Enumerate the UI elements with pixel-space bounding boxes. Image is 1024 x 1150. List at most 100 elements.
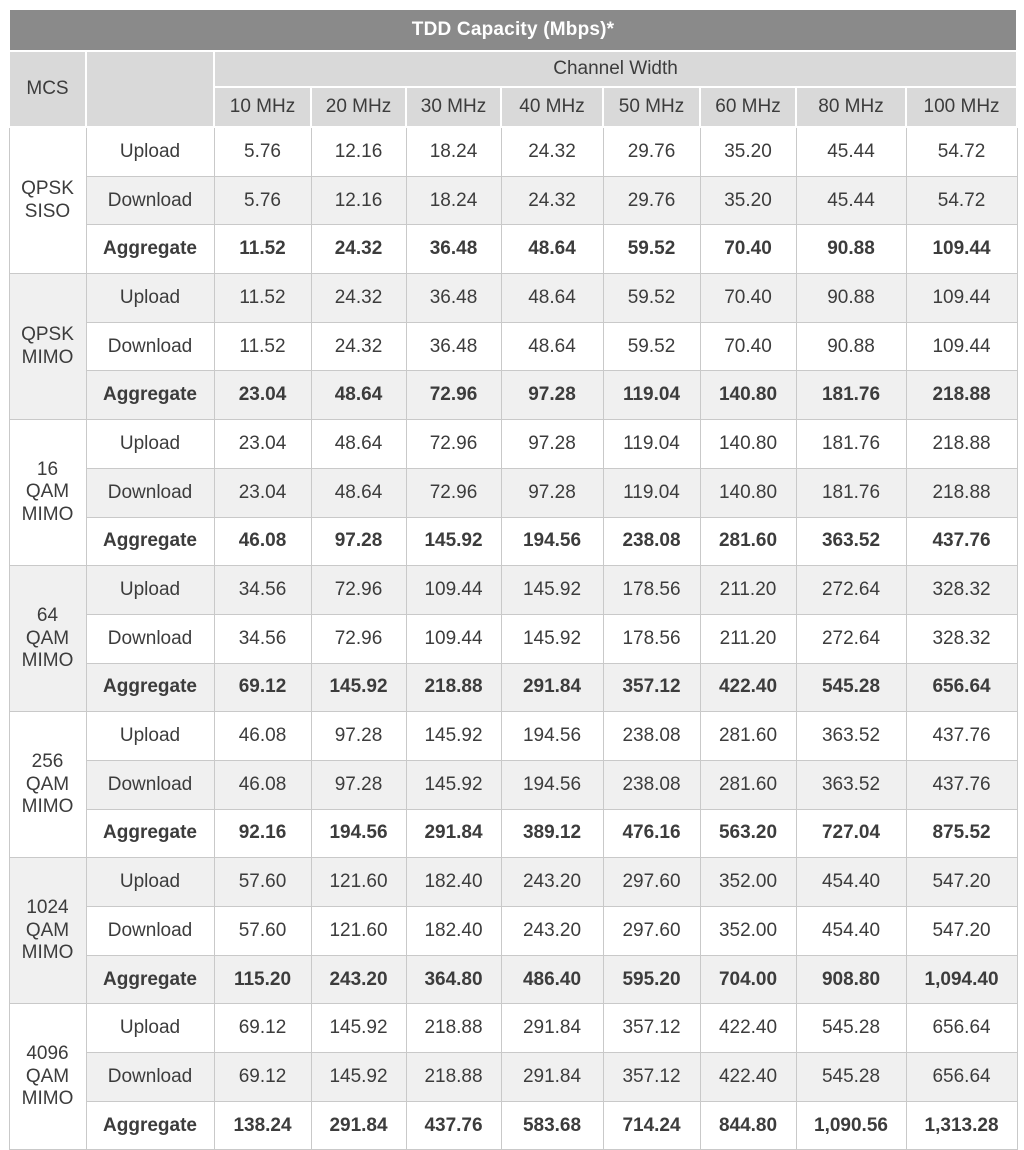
table-row: 64 QAM MIMO Upload 34.56 72.96 109.44 145.92 178… [8, 565, 1018, 713]
aggregate-value-cell: 48.64 [310, 370, 407, 421]
download-value-cell: 272.64 [795, 613, 907, 664]
mcs-label-line: 1024 [26, 897, 69, 919]
mcs-label-line: 64 [36, 605, 59, 627]
aggregate-value-cell: 92.16 [213, 808, 312, 859]
aggregate-row-label: Aggregate [85, 224, 215, 275]
aggregate-value-cell: 656.64 [905, 662, 1018, 713]
download-value-cell: 69.12 [213, 1052, 312, 1102]
upload-value-cell: 97.28 [500, 419, 604, 469]
channel-column-header: 100 MHz [904, 86, 1019, 128]
aggregate-value-cell: 97.28 [310, 516, 407, 567]
channel-column-header: 80 MHz [795, 86, 907, 128]
mcs-label-line: QAM [25, 481, 70, 503]
download-value-cell: 194.56 [500, 759, 604, 810]
upload-value-cell: 545.28 [795, 1003, 907, 1054]
upload-value-cell: 72.96 [405, 419, 502, 469]
table-row: Aggregate 23.04 48.64 72.96 97.28 119.04 140.8… [9, 370, 1018, 421]
download-value-cell: 57.60 [213, 906, 312, 956]
mcs-label-line: QAM [25, 919, 70, 941]
aggregate-value-cell: 704.00 [699, 954, 797, 1005]
mcs-label-line: MIMO [21, 503, 74, 525]
download-value-cell: 5.76 [213, 175, 312, 226]
download-row-label: Download [85, 1052, 215, 1102]
upload-value-cell: 178.56 [602, 565, 701, 615]
aggregate-value-cell: 194.56 [500, 516, 604, 567]
download-value-cell: 218.88 [405, 1052, 502, 1102]
upload-value-cell: 181.76 [795, 419, 907, 469]
aggregate-value-cell: 69.12 [213, 662, 312, 713]
download-value-cell: 36.48 [405, 321, 502, 372]
upload-row-label: Upload [85, 1003, 215, 1054]
upload-value-cell: 24.32 [310, 273, 407, 323]
aggregate-value-cell: 545.28 [795, 662, 907, 713]
table-row: 4096 QAM MIMO Upload 69.12 145.92 218.88 291.84… [8, 1003, 1018, 1150]
download-value-cell: 24.32 [500, 175, 604, 226]
upload-value-cell: 59.52 [602, 273, 701, 323]
aggregate-value-cell: 291.84 [405, 808, 502, 859]
mcs-group-label: 16 QAM MIMO [8, 419, 87, 567]
aggregate-value-cell: 194.56 [310, 808, 407, 859]
upload-value-cell: 36.48 [405, 273, 502, 323]
download-value-cell: 656.64 [905, 1052, 1018, 1102]
upload-value-cell: 422.40 [699, 1003, 797, 1054]
download-value-cell: 23.04 [213, 467, 312, 518]
download-value-cell: 72.96 [310, 613, 407, 664]
aggregate-value-cell: 908.80 [795, 954, 907, 1005]
upload-value-cell: 297.60 [602, 857, 701, 907]
mcs-group-label: 1024 QAM MIMO [8, 857, 87, 1005]
mcs-label-line: QPSK [21, 324, 74, 346]
upload-value-cell: 243.20 [500, 857, 604, 907]
download-value-cell: 178.56 [602, 613, 701, 664]
mcs-group-label: QPSK MIMO [8, 273, 87, 421]
download-value-cell: 181.76 [795, 467, 907, 518]
table-row: Aggregate 92.16 194.56 291.84 389.12 476.16 56… [9, 808, 1018, 859]
mcs-group-label: QPSK SISO [8, 126, 87, 275]
table-row: QPSK MIMO Upload 11.52 24.32 36.48 48.64 59.52 7… [8, 273, 1018, 421]
download-value-cell: 357.12 [602, 1052, 701, 1102]
aggregate-value-cell: 218.88 [405, 662, 502, 713]
download-value-cell: 238.08 [602, 759, 701, 810]
table-body: QPSK SISO Upload 5.76 12.16 18.24 24.32 29.76 35… [8, 126, 1018, 1150]
channel-column-header: 60 MHz [699, 86, 797, 128]
download-value-cell: 281.60 [699, 759, 797, 810]
upload-value-cell: 281.60 [699, 711, 797, 761]
download-value-cell: 35.20 [699, 175, 797, 226]
table-row: Aggregate 115.20 243.20 364.80 486.40 595.20 7… [9, 954, 1018, 1005]
aggregate-value-cell: 389.12 [500, 808, 604, 859]
table-header: TDD Capacity (Mbps)* MCS Channel Width 1… [7, 8, 1019, 128]
upload-value-cell: 182.40 [405, 857, 502, 907]
download-value-cell: 545.28 [795, 1052, 907, 1102]
download-value-cell: 46.08 [213, 759, 312, 810]
mcs-group-label: 4096 QAM MIMO [8, 1003, 87, 1150]
direction-column-header [85, 50, 215, 128]
download-value-cell: 109.44 [905, 321, 1018, 372]
upload-value-cell: 454.40 [795, 857, 907, 907]
download-value-cell: 70.40 [699, 321, 797, 372]
upload-value-cell: 18.24 [405, 126, 502, 177]
table-row: Aggregate 46.08 97.28 145.92 194.56 238.08 281… [9, 516, 1018, 567]
upload-row-label: Upload [85, 126, 215, 177]
download-value-cell: 59.52 [602, 321, 701, 372]
upload-value-cell: 69.12 [213, 1003, 312, 1054]
table-row: Aggregate 138.24 291.84 437.76 583.68 714.24 8… [9, 1100, 1018, 1150]
upload-row-label: Upload [85, 419, 215, 469]
upload-value-cell: 23.04 [213, 419, 312, 469]
upload-value-cell: 218.88 [405, 1003, 502, 1054]
download-row-label: Download [85, 321, 215, 372]
upload-value-cell: 211.20 [699, 565, 797, 615]
download-value-cell: 121.60 [310, 906, 407, 956]
download-value-cell: 45.44 [795, 175, 907, 226]
upload-value-cell: 5.76 [213, 126, 312, 177]
mcs-column-header: MCS [8, 50, 87, 128]
download-row-label: Download [85, 759, 215, 810]
mcs-label-line: 16 [36, 459, 59, 481]
upload-value-cell: 272.64 [795, 565, 907, 615]
aggregate-value-cell: 595.20 [602, 954, 701, 1005]
download-value-cell: 34.56 [213, 613, 312, 664]
mcs-label-line: MIMO [21, 1088, 74, 1110]
aggregate-value-cell: 486.40 [500, 954, 604, 1005]
download-value-cell: 547.20 [905, 906, 1018, 956]
upload-value-cell: 194.56 [500, 711, 604, 761]
download-value-cell: 422.40 [699, 1052, 797, 1102]
download-value-cell: 145.92 [405, 759, 502, 810]
